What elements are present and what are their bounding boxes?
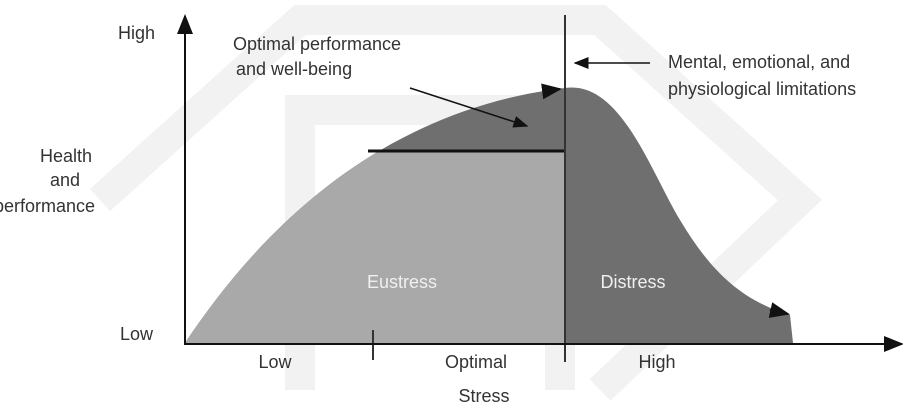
y-high: High <box>118 23 155 43</box>
annotation: and well-being <box>236 59 352 79</box>
diagram: High Low Health and performance Optimal … <box>0 0 903 410</box>
annotation: Mental, emotional, and <box>668 52 850 72</box>
y-label: and <box>50 170 80 190</box>
y-low: Low <box>120 324 154 344</box>
region-label: Eustress <box>367 272 437 292</box>
y-label: Health <box>40 146 92 166</box>
x-title: Stress <box>458 386 509 406</box>
x-label: High <box>638 352 675 372</box>
annotation: Optimal performance <box>233 34 401 54</box>
x-label: Optimal <box>445 352 507 372</box>
x-label: Low <box>258 352 292 372</box>
region-label: Distress <box>600 272 665 292</box>
y-label: performance <box>0 196 95 216</box>
annotation: physiological limitations <box>668 79 856 99</box>
